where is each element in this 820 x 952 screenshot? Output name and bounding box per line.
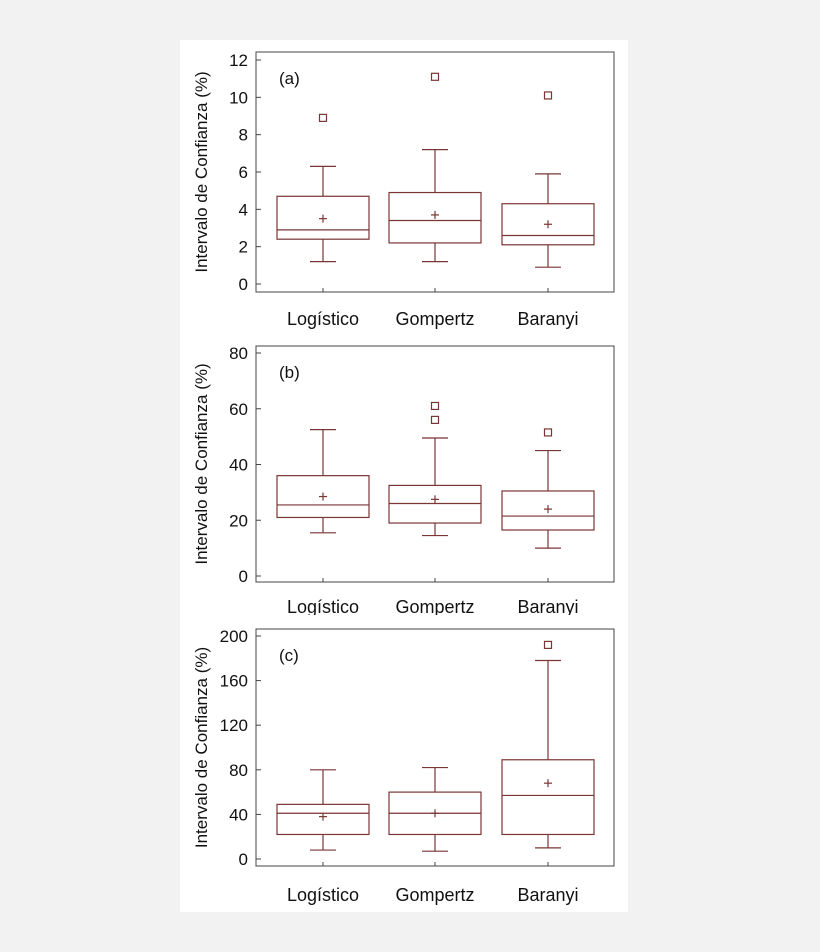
chart-panel-3: 0 40 80 120 160 200 Intervalo de Confianza (%)…: [180, 615, 628, 912]
outlier-point: [430, 401, 440, 411]
y-tick-label: 2: [239, 238, 248, 257]
y-tick-label: 40: [229, 805, 248, 824]
panel-label: (a): [279, 69, 300, 88]
box-1: [276, 429, 370, 534]
box-3: [501, 428, 595, 549]
y-tick-label: 80: [229, 344, 248, 363]
xlabel-background: [242, 300, 628, 333]
panel-background: [180, 40, 628, 333]
box-3: [501, 91, 595, 268]
x-category-label: Logístico: [287, 885, 359, 905]
panel-background: [180, 333, 628, 615]
x-category-label: Baranyi: [517, 885, 578, 905]
box-iqr: [276, 475, 370, 519]
chart-panel-2: 0 20 40 60 80 Intervalo de Confianza (%) (b) Lo…: [180, 333, 628, 617]
xlabel-background: [242, 874, 628, 912]
box-iqr: [388, 191, 482, 244]
box-iqr: [276, 195, 370, 240]
y-tick-label: 8: [239, 126, 248, 145]
box-3: [501, 640, 595, 849]
panel-label: (c): [279, 646, 299, 665]
outlier-point: [543, 640, 553, 650]
outlier-point: [430, 415, 440, 424]
y-tick-label: 60: [229, 400, 248, 419]
x-category-label: Logístico: [287, 309, 359, 329]
box-iqr: [388, 484, 482, 524]
y-axis-label: Intervalo de Confianza (%): [192, 363, 211, 564]
y-tick-label: 0: [239, 850, 248, 869]
xlabel-background: [242, 590, 628, 615]
x-category-label: Logístico: [287, 597, 359, 617]
y-axis-label: Intervalo de Confianza (%): [192, 71, 211, 272]
x-category-label: Gompertz: [395, 309, 474, 329]
box-iqr: [501, 203, 595, 246]
y-tick-label: 80: [229, 761, 248, 780]
box-iqr: [501, 759, 595, 836]
x-category-label: Baranyi: [517, 309, 578, 329]
y-tick-label: 120: [220, 716, 248, 735]
box-iqr: [501, 490, 595, 531]
box-1: [276, 113, 370, 263]
panel-background: [180, 615, 628, 912]
box-2: [388, 766, 482, 852]
box-2: [388, 72, 482, 263]
y-tick-label: 200: [220, 627, 248, 646]
x-category-label: Gompertz: [395, 597, 474, 617]
y-tick-label: 0: [239, 275, 248, 294]
y-tick-label: 6: [239, 163, 248, 182]
y-tick-label: 160: [220, 672, 248, 691]
y-tick-label: 10: [229, 88, 248, 107]
chart-panel-1: 0 2 4 6 8 10 12 Intervalo de Confianza (%) (a) Lo…: [180, 40, 628, 333]
outlier-point: [543, 91, 553, 100]
y-tick-label: 20: [229, 511, 248, 530]
y-tick-label: 0: [239, 567, 248, 586]
y-tick-label: 4: [239, 200, 248, 219]
y-axis-label: Intervalo de Confianza (%): [192, 647, 211, 848]
outlier-point: [543, 428, 553, 437]
box-1: [276, 769, 370, 851]
outlier-point: [430, 72, 440, 81]
box-2: [388, 401, 482, 537]
outlier-point: [318, 113, 328, 122]
box-iqr: [276, 803, 370, 836]
y-tick-label: 12: [229, 51, 248, 70]
x-category-label: Gompertz: [395, 885, 474, 905]
y-tick-label: 40: [229, 456, 248, 475]
x-category-label: Baranyi: [517, 597, 578, 617]
panel-label: (b): [279, 363, 300, 382]
